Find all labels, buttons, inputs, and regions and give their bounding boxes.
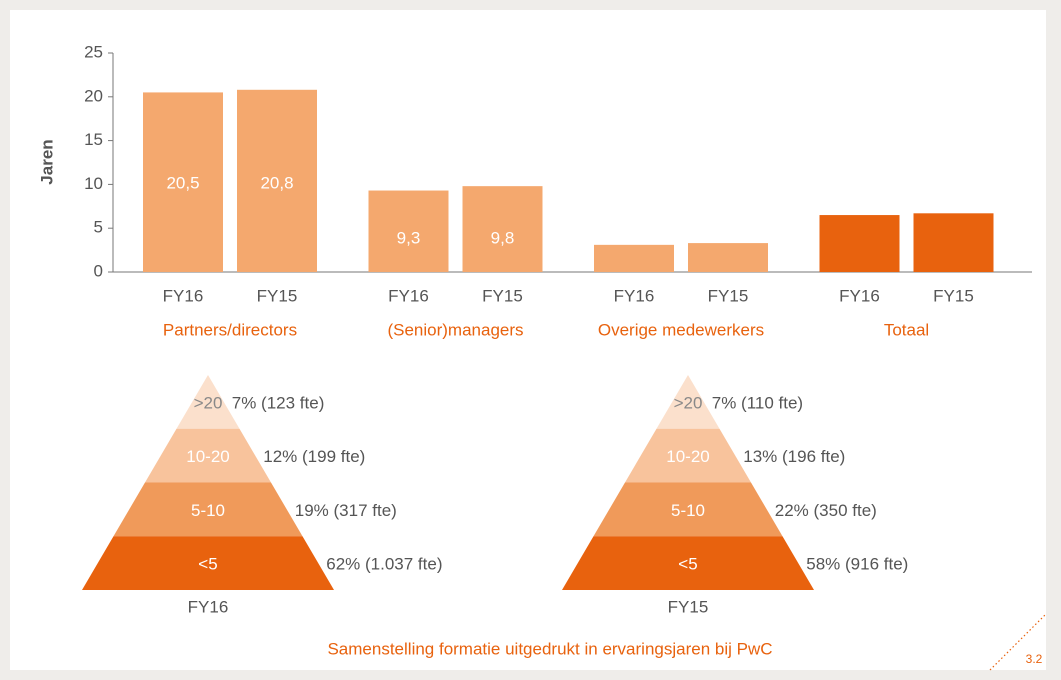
y-tick-label: 15 bbox=[84, 130, 103, 149]
pyramid-layer bbox=[562, 536, 814, 590]
pyramid-layer bbox=[625, 428, 751, 483]
layer-label: <5 bbox=[198, 555, 217, 574]
y-tick-label: 10 bbox=[84, 174, 103, 193]
value-label: 13% (196 fte) bbox=[743, 447, 845, 466]
x-tick-label: FY15 bbox=[708, 286, 749, 305]
pyramid-layer bbox=[593, 482, 783, 537]
x-tick-label: FY16 bbox=[388, 286, 429, 305]
pyramid-layer bbox=[656, 375, 720, 429]
pyramid-layer bbox=[82, 536, 334, 590]
layer-label: 5-10 bbox=[191, 501, 225, 520]
x-tick-label: FY15 bbox=[257, 286, 298, 305]
group-label: Partners/directors bbox=[163, 320, 297, 339]
bar bbox=[594, 244, 674, 272]
bar bbox=[913, 213, 994, 272]
value-label: 6,7 bbox=[942, 288, 966, 307]
value-label: 3,3 bbox=[716, 288, 740, 307]
group-label: (Senior)managers bbox=[387, 320, 523, 339]
value-label: 7% (110 fte) bbox=[712, 393, 803, 412]
group-label: Overige medewerkers bbox=[598, 320, 764, 339]
value-label: 58% (916 fte) bbox=[806, 555, 908, 574]
value-label: 20,8 bbox=[260, 173, 293, 192]
pyramid-layer bbox=[176, 375, 240, 429]
y-tick-label: 20 bbox=[84, 86, 103, 105]
y-axis-label: Jaren bbox=[37, 139, 56, 184]
x-tick-label: FY16 bbox=[163, 286, 204, 305]
x-tick-label: FY15 bbox=[933, 286, 974, 305]
pyramid-layer bbox=[145, 428, 271, 483]
value-label: 7% (123 fte) bbox=[232, 393, 325, 412]
x-tick-label: FY15 bbox=[482, 286, 523, 305]
corner-line bbox=[989, 613, 1047, 671]
layer-label: 10-20 bbox=[186, 447, 229, 466]
bar bbox=[368, 190, 449, 272]
y-tick-label: 5 bbox=[94, 218, 103, 237]
bar bbox=[819, 215, 900, 272]
bar bbox=[462, 186, 543, 272]
layer-label: >20 bbox=[674, 393, 703, 412]
caption: Samenstelling formatie uitgedrukt in erv… bbox=[327, 639, 772, 658]
value-label: 3,1 bbox=[622, 288, 646, 307]
value-label: 6,5 bbox=[848, 288, 872, 307]
layer-label: >20 bbox=[194, 393, 223, 412]
group-label: Totaal bbox=[884, 320, 929, 339]
value-label: 20,5 bbox=[166, 173, 199, 192]
page-number: 3.2 bbox=[1026, 652, 1043, 666]
layer-label: <5 bbox=[678, 555, 697, 574]
layer-label: 5-10 bbox=[671, 501, 705, 520]
x-tick-label: FY16 bbox=[839, 286, 880, 305]
pyramid-layer bbox=[113, 482, 303, 537]
value-label: 19% (317 fte) bbox=[295, 501, 397, 520]
value-label: 22% (350 fte) bbox=[775, 501, 877, 520]
value-label: 62% (1.037 fte) bbox=[326, 555, 442, 574]
x-tick-label: FY16 bbox=[614, 286, 655, 305]
bar bbox=[143, 92, 223, 272]
bar bbox=[237, 89, 317, 273]
value-label: 12% (199 fte) bbox=[263, 447, 365, 466]
pyramid-title: FY15 bbox=[668, 597, 709, 616]
value-label: 9,3 bbox=[397, 228, 421, 247]
pyramid-title: FY16 bbox=[188, 597, 229, 616]
bar bbox=[688, 243, 768, 272]
value-label: 9,8 bbox=[491, 228, 515, 247]
y-tick-label: 25 bbox=[84, 42, 103, 61]
y-tick-label: 0 bbox=[94, 261, 103, 280]
layer-label: 10-20 bbox=[666, 447, 709, 466]
